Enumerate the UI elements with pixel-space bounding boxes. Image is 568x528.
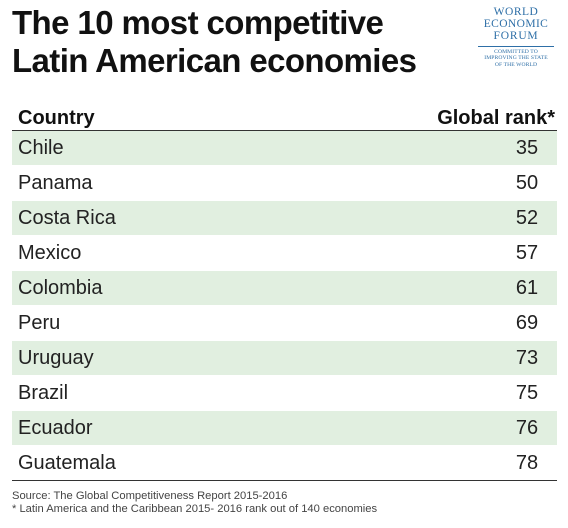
table-row: Mexico 57 bbox=[12, 236, 557, 271]
table-row: Uruguay 73 bbox=[12, 341, 557, 376]
ranking-table: Country Global rank* Chile 35 Panama 50 Cost… bbox=[12, 98, 557, 481]
table-row: Guatemala 78 bbox=[12, 446, 557, 481]
country-cell: Costa Rica bbox=[18, 206, 116, 229]
table-row: Panama 50 bbox=[12, 166, 557, 201]
logo-divider bbox=[478, 46, 554, 47]
rank-cell: 57 bbox=[515, 241, 539, 264]
rank-cell: 35 bbox=[515, 136, 539, 159]
table-row: Peru 69 bbox=[12, 306, 557, 341]
table-row: Brazil 75 bbox=[12, 376, 557, 411]
logo-tagline-3: OF THE WORLD bbox=[494, 61, 538, 68]
logo-line-2: ECONOMIC bbox=[483, 18, 549, 30]
column-header-country: Country bbox=[18, 107, 95, 129]
table-row: Colombia 61 bbox=[12, 271, 557, 306]
table-row: Costa Rica 52 bbox=[12, 201, 557, 236]
country-cell: Uruguay bbox=[18, 346, 94, 369]
footer: Source: The Global Competitiveness Repor… bbox=[12, 490, 562, 515]
title-line-2: Latin American economies bbox=[12, 42, 417, 79]
country-cell: Guatemala bbox=[18, 451, 116, 474]
table-header: Country Global rank* bbox=[12, 98, 557, 130]
rank-cell: 75 bbox=[515, 381, 539, 404]
logo-line-1: WORLD bbox=[493, 6, 539, 18]
wef-logo: WORLD ECONOMIC FORUM COMMITTED TO IMPROV… bbox=[470, 6, 562, 78]
country-cell: Mexico bbox=[18, 241, 82, 264]
footnote: * Latin America and the Caribbean 2015- … bbox=[12, 502, 378, 515]
country-cell: Panama bbox=[18, 171, 93, 194]
column-header-rank: Global rank* bbox=[437, 107, 555, 129]
title-line-1: The 10 most competitive bbox=[12, 4, 384, 41]
rank-cell: 50 bbox=[515, 171, 539, 194]
country-cell: Ecuador bbox=[18, 416, 93, 439]
rank-cell: 52 bbox=[515, 206, 539, 229]
source-note: Source: The Global Competitiveness Repor… bbox=[12, 490, 288, 502]
rank-cell: 76 bbox=[515, 416, 539, 439]
table-row: Chile 35 bbox=[12, 131, 557, 166]
rank-cell: 73 bbox=[515, 346, 539, 369]
rank-cell: 61 bbox=[515, 276, 539, 299]
country-cell: Brazil bbox=[18, 381, 69, 404]
country-cell: Peru bbox=[18, 311, 61, 334]
logo-tagline-1: COMMITTED TO bbox=[494, 49, 538, 55]
chart-title: The 10 most competitive Latin American e… bbox=[12, 4, 462, 80]
table-body: Chile 35 Panama 50 Costa Rica 52 Mexico 57 Colom… bbox=[12, 130, 557, 481]
logo-tagline-2: IMPROVING THE STATE bbox=[484, 55, 548, 62]
rank-cell: 69 bbox=[515, 311, 539, 334]
rank-cell: 78 bbox=[515, 451, 539, 474]
table-row: Ecuador 76 bbox=[12, 411, 557, 446]
country-cell: Colombia bbox=[18, 276, 103, 299]
country-cell: Chile bbox=[18, 136, 64, 159]
logo-line-3: FORUM bbox=[493, 30, 539, 42]
